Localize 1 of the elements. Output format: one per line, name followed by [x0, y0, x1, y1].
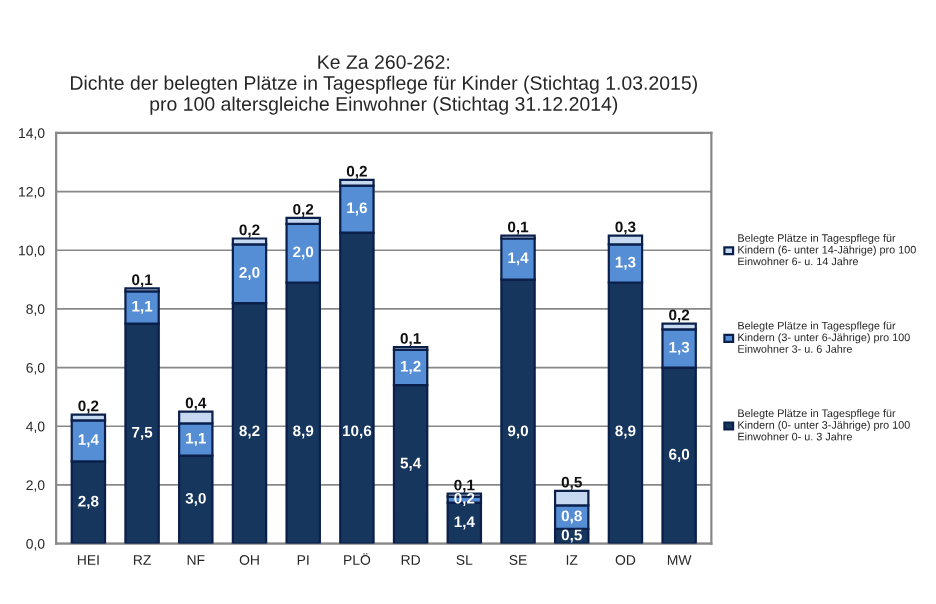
chart-title: Ke Za 260-262: Dichte der belegten Plätze in Tagespflege für Kinder (Stichtag 1.03.2015) pro 100 altersgleiche Einwohner (Stichtag 31.12.2014)	[71, 55, 697, 115]
